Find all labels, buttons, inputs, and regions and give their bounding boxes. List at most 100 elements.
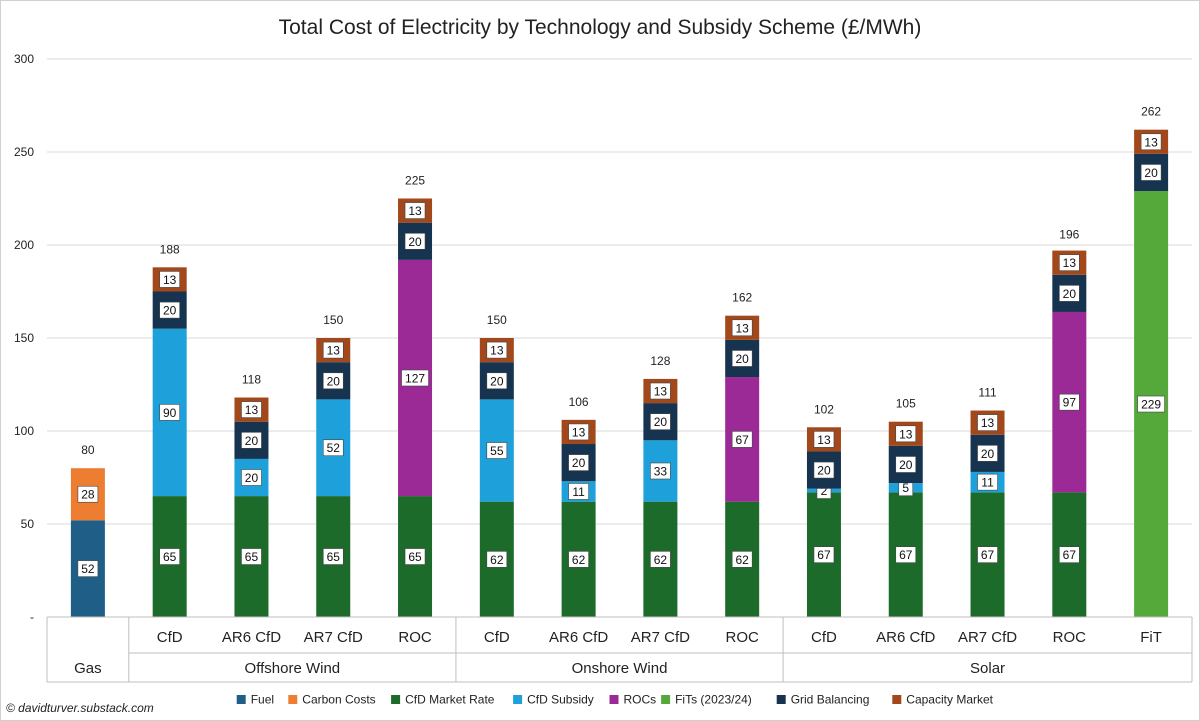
data-label: 20: [817, 464, 831, 478]
category-label: ROC: [1053, 629, 1087, 646]
data-label-box: [159, 548, 180, 565]
data-label: 13: [163, 273, 177, 287]
legend-label: CfD Market Rate: [405, 693, 495, 707]
data-label: 67: [817, 548, 831, 562]
data-label-box: [568, 423, 589, 441]
total-label: 196: [1059, 227, 1079, 241]
legend-label: Fuel: [251, 693, 274, 707]
total-label: 150: [323, 313, 343, 327]
total-label: 111: [978, 386, 997, 400]
data-label: 20: [245, 434, 259, 448]
legend-label: ROCs: [624, 693, 657, 707]
data-label-box: [813, 431, 835, 448]
total-label: 188: [160, 242, 180, 256]
data-label: 67: [735, 433, 749, 447]
data-label: 13: [899, 427, 913, 441]
total-label: 162: [732, 291, 752, 305]
data-label-box: [650, 551, 671, 568]
data-label: 20: [1144, 166, 1158, 180]
data-label: 65: [327, 550, 341, 564]
data-label-box: [568, 454, 589, 471]
data-label-box: [486, 551, 508, 568]
data-label: 13: [735, 321, 749, 335]
data-label: 67: [981, 548, 995, 562]
data-label: 20: [163, 304, 177, 318]
legend-swatch: [609, 695, 619, 704]
data-label: 55: [490, 444, 504, 458]
legend-label: Grid Balancing: [791, 693, 870, 707]
data-label-box: [486, 372, 508, 390]
total-label: 128: [650, 354, 670, 368]
data-label: 65: [245, 550, 259, 564]
data-label: 62: [490, 553, 504, 567]
data-label-box: [1140, 133, 1162, 151]
data-label: 20: [735, 352, 749, 366]
category-label: CfD: [811, 629, 837, 646]
category-label: AR6 CfD: [549, 629, 608, 646]
y-tick-label: 300: [14, 52, 34, 66]
data-label-box: [731, 319, 753, 337]
data-label-box: [241, 431, 262, 449]
data-label: 13: [245, 403, 259, 417]
category-label: ROC: [726, 629, 760, 646]
data-label: 62: [735, 553, 749, 567]
data-label: 20: [572, 456, 586, 470]
data-label: 62: [654, 553, 668, 567]
data-label: 20: [1063, 287, 1077, 301]
data-label-box: [1059, 285, 1080, 302]
data-label-box: [731, 350, 753, 367]
y-tick-label: 250: [14, 145, 34, 159]
legend-swatch: [892, 695, 902, 704]
total-label: 225: [405, 174, 425, 188]
y-tick-label: 50: [21, 517, 35, 531]
data-label: 11: [981, 476, 994, 490]
category-label: AR7 CfD: [631, 629, 690, 646]
data-label: 20: [408, 235, 422, 249]
total-label: 118: [242, 373, 261, 387]
copyright-text: © davidturver.substack.com: [6, 701, 154, 715]
data-label-box: [1059, 254, 1080, 271]
data-label-box: [568, 551, 589, 568]
data-label: 13: [327, 344, 341, 358]
data-label-box: [322, 439, 344, 457]
data-label-box: [895, 456, 917, 473]
data-label-box: [977, 473, 998, 491]
legend-label: Carbon Costs: [302, 693, 375, 707]
total-label: 106: [569, 395, 589, 409]
chart-title: Total Cost of Electricity by Technology …: [279, 16, 922, 39]
data-label-box: [77, 485, 99, 503]
total-label: 262: [1141, 105, 1161, 119]
y-tick-label: 200: [14, 238, 34, 252]
data-label-box: [486, 341, 508, 359]
data-label: 52: [81, 562, 95, 576]
bars: 5228806590201318865202013118655220131506…: [70, 105, 1169, 617]
category-label: CfD: [157, 629, 183, 646]
total-label: 80: [81, 443, 95, 457]
data-label-box: [159, 271, 180, 288]
data-label-box: [404, 232, 426, 250]
legend-swatch: [391, 695, 401, 704]
category-label: ROC: [398, 629, 432, 646]
data-label-box: [404, 548, 426, 565]
data-label: 62: [572, 553, 586, 567]
y-tick-label: 150: [14, 331, 34, 345]
data-label: 5: [902, 481, 909, 495]
data-label-box: [241, 548, 262, 565]
legend-label: FiTs (2023/24): [675, 693, 752, 707]
data-label-box: [1140, 164, 1162, 181]
data-label: 20: [245, 471, 259, 485]
total-label: 150: [487, 313, 507, 327]
data-label: 97: [1063, 396, 1077, 410]
data-label: 20: [654, 415, 668, 429]
data-label-box: [977, 414, 998, 431]
y-tick-label: -: [30, 610, 34, 624]
legend-swatch: [776, 695, 786, 704]
data-label-box: [895, 425, 917, 443]
data-label-box: [77, 560, 99, 577]
data-label: 127: [405, 371, 425, 385]
data-label-box: [322, 548, 344, 565]
x-axis: CfD AR6 CfD AR7 CfD ROC CfD AR6 CfD AR7 CfD ROC…: [46, 616, 1193, 683]
group-label: Solar: [970, 660, 1005, 677]
